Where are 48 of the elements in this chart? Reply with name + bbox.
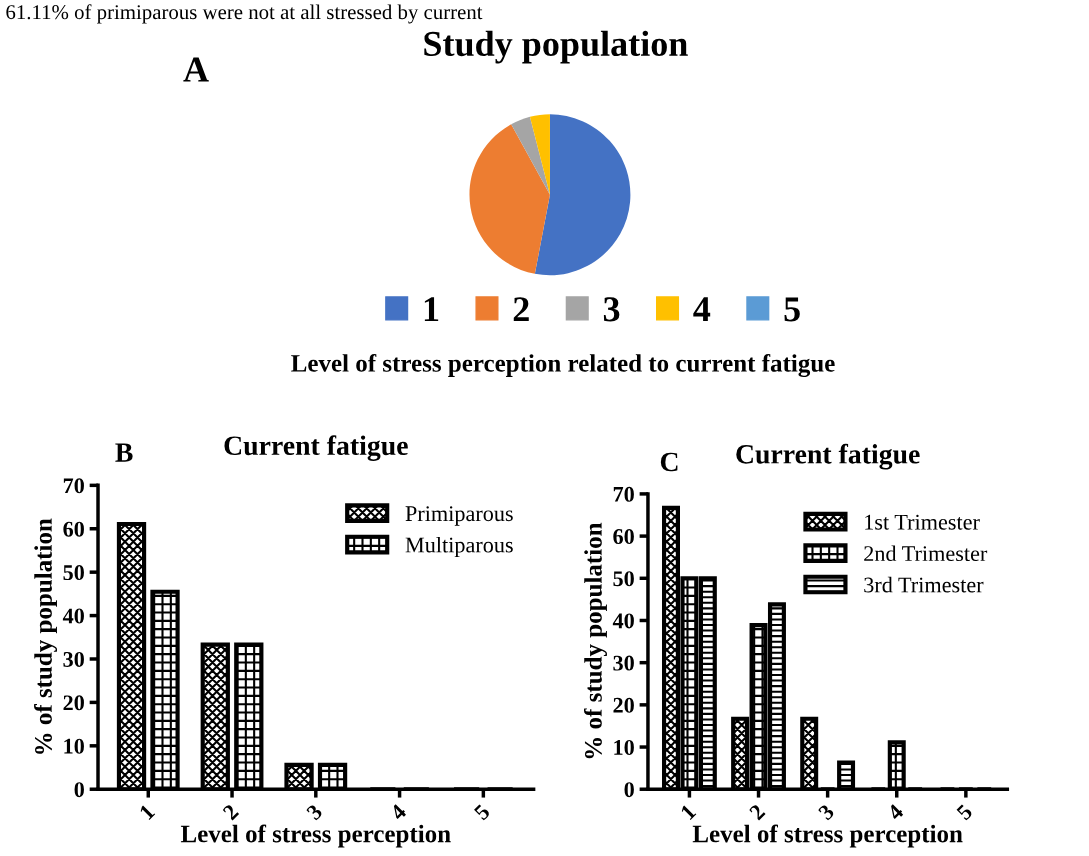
x-tick-label: 5	[956, 803, 974, 821]
legend-label: 1	[424, 297, 439, 322]
chart-title: Current fatigue	[736, 443, 920, 470]
chart-title: Study population	[424, 30, 688, 64]
y-axis-title: % of study population	[583, 522, 607, 759]
x-axis-title: Level of stress perception	[180, 824, 451, 848]
legend-label: Multiparous	[405, 536, 513, 558]
y-tick-label: 10	[614, 739, 634, 755]
legend-label: 5	[784, 297, 800, 322]
legend-label: 4	[693, 297, 711, 322]
legend-label: Primiparous	[405, 506, 513, 526]
y-tick-label: 30	[63, 651, 84, 667]
y-tick-label: 20	[613, 697, 634, 713]
x-tick-label: 1	[139, 803, 156, 820]
y-tick-label: 50	[613, 571, 634, 587]
y-tick-label: 40	[612, 613, 634, 629]
chart-title: Current fatigue	[224, 435, 408, 461]
x-tick-label: 2	[748, 803, 766, 821]
x-tick-label: 5	[473, 803, 491, 821]
x-tick-label: 2	[222, 803, 240, 821]
y-tick-label: 30	[613, 655, 634, 671]
y-tick-label: 60	[613, 529, 634, 545]
x-tick-label: 3	[305, 803, 324, 821]
y-tick-label: 50	[63, 565, 84, 581]
legend-label: 2	[513, 297, 529, 322]
x-tick-label: 3	[817, 803, 835, 821]
text: 61.11% of primiparous were not at all stressed by current	[6, 4, 483, 24]
y-tick-label: 60	[63, 521, 84, 537]
y-tick-label: 10	[64, 738, 84, 754]
legend-label: 1st Trimester	[865, 514, 980, 530]
x-axis-title: Level of stress perception	[692, 824, 963, 848]
y-tick-label: 40	[62, 608, 84, 624]
y-tick-label: 70	[613, 486, 634, 502]
y-tick-label: 20	[63, 695, 84, 711]
y-axis-title: % of study population	[34, 518, 58, 754]
text: C	[660, 452, 678, 472]
legend-label: 2nd Trimester	[864, 545, 988, 562]
legend-label: 3rd Trimester	[864, 576, 984, 593]
y-tick-label: 70	[63, 478, 84, 494]
text: A	[183, 57, 209, 82]
y-tick-label: 0	[74, 782, 84, 798]
x-tick-label: 1	[680, 803, 697, 820]
text: B	[115, 443, 133, 462]
x-tick-label: 4	[389, 803, 407, 821]
x-tick-label: 4	[886, 803, 905, 821]
y-tick-label: 0	[624, 782, 634, 798]
text: Level of stress perception related to current fatigue	[291, 353, 835, 378]
legend-label: 3	[603, 297, 620, 322]
